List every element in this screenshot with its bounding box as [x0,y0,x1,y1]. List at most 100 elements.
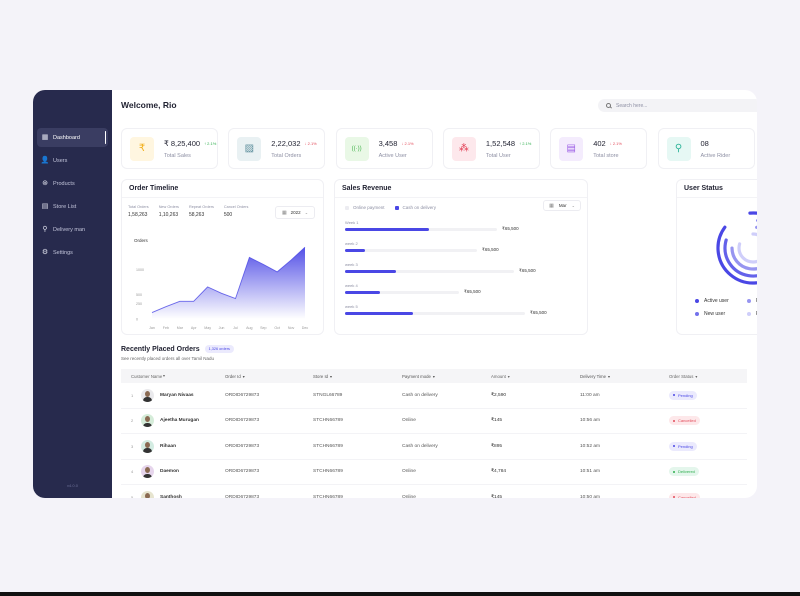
search-icon [606,103,611,108]
stat-card-total-user[interactable]: ⁂ 1,52,548 ↑ 2.1% Total User [442,128,540,169]
customer-name: Ajeetha Murugan [160,418,199,424]
svg-text:Apr: Apr [191,326,197,330]
svg-text:Feb: Feb [163,326,169,330]
delivery-time: 10:56 am [580,418,601,424]
users-icon: ⁂ [451,136,476,161]
store-id: STCHN66789 [313,469,343,475]
column-header-store-id[interactable]: Store Id ▼ [313,373,333,379]
order-stat-value: 58,263 [188,212,205,218]
store-id: STCHN66789 [313,443,343,449]
table-row[interactable]: 3 Rihaan ORDID6729873 STCHN66789 Cash on… [121,434,747,460]
stat-change: ↓ 2.1% [304,140,317,146]
legend-cod: Cash on delivery [394,205,436,210]
order-status-badge: Cancelled [669,416,700,426]
order-stats: Total Orders 1,58,263 New Orders 1,10,263 Re… [122,198,323,218]
legend-online: Online payment [345,205,385,210]
user-status-panel: User Status Active userPurchased user New… [676,179,757,335]
svg-text:1000: 1000 [136,268,144,272]
year-select[interactable]: ▦ 2022 ⌄ [275,206,315,219]
order-stat-value: 500 [223,212,233,218]
payment-mode: Online [402,469,416,475]
orders-section-title: Recently Placed Orders 1,326 orders [121,345,234,353]
week-revenue-row: week 5 ₹65,500 [335,300,587,321]
row-index: 2 [131,418,134,424]
revenue-bar [345,249,365,252]
revenue-track [345,270,514,273]
signal-icon: ((·)) [344,136,369,161]
order-stat-value: 1,10,263 [158,212,179,218]
week-value: ₹65,500 [482,247,499,252]
week-label: week 3 [345,262,358,267]
delivery-time: 10:52 am [580,443,601,449]
user-icon: 👤 [40,157,50,164]
table-row[interactable]: 4 Daemon ORDID6729873 STCHN66789 Online … [121,460,747,485]
revenue-track [345,312,525,315]
user-status-legend: Active userPurchased user New userRepurch… [695,298,757,317]
customer-avatar [141,388,154,402]
amount: ₹145 [491,494,503,498]
order-stat: Total Orders 1,58,263 [128,205,149,218]
page-title: Welcome, Rio [121,100,177,110]
order-stat-label: Repeat Orders [188,205,214,209]
month-select[interactable]: ▦ Mar ⌄ [543,200,581,211]
stat-card-total-orders[interactable]: ▨ 2,22,032 ↓ 2.1% Total Orders [228,128,326,169]
sales-revenue-panel: Sales Revenue Online payment Cash on del… [334,179,588,335]
orders-count-badge: 1,326 orders [204,345,234,353]
stat-card-active-user[interactable]: ((·)) 3,458 ↓ 2.1% Active User [335,128,433,169]
user-status-title: User Status [677,180,757,198]
svg-text:Orders: Orders [134,238,149,243]
svg-text:250: 250 [136,302,142,306]
column-header-order-status[interactable]: Order Status ▼ [669,373,699,379]
sort-icon: ▼ [329,374,333,379]
sidebar: ▦ Dashboard 👤 Users ⊛ Products ▤ Store List ⚲ Del… [33,90,112,498]
sidebar-item-settings[interactable]: ⚙ Settings [37,243,108,262]
table-row[interactable]: 1 Maryan Nivaas ORDID6729873 STNGL66789 … [121,383,747,409]
stat-label: Total Orders [271,152,302,159]
sales-revenue-title: Sales Revenue [335,180,587,198]
sidebar-item-dashboard[interactable]: ▦ Dashboard [37,128,108,147]
stat-label: Total store [593,152,619,159]
delivery-time: 10:51 am [580,469,601,475]
sidebar-item-delivery-man[interactable]: ⚲ Delivery man [37,220,108,239]
revenue-bar [345,291,380,294]
week-revenue-row: week 3 ₹65,500 [335,258,587,279]
search-input[interactable]: Search here... [598,99,757,112]
week-label: week 2 [345,241,358,246]
order-id: ORDID6729873 [225,392,260,398]
table-row[interactable]: 2 Ajeetha Murugan ORDID6729873 STCHN6678… [121,409,747,434]
sidebar-item-label: Products [53,180,75,187]
month-value: Mar [558,203,567,208]
main-content: Welcome, Rio Search here... ₹ ₹ 8,25,400… [112,90,757,498]
stat-label: Active Rider [700,152,731,159]
week-value: ₹65,500 [464,289,481,294]
stat-value: 2,22,032 [271,138,301,148]
svg-text:500: 500 [136,293,142,297]
table-row[interactable]: 5 Santhosh ORDID6729873 STCHN66789 Onlin… [121,485,747,498]
amount: ₹145 [491,418,503,424]
column-header-order-id[interactable]: Order Id ▼ [225,373,246,379]
column-header-delivery-time[interactable]: Delivery Time ▼ [580,373,611,379]
customer-name: Daemon [160,469,179,475]
sidebar-item-store-list[interactable]: ▤ Store List [37,197,108,216]
sidebar-item-users[interactable]: 👤 Users [37,151,108,170]
order-timeline-panel: Order Timeline Total Orders 1,58,263 New O… [121,179,324,335]
bike-icon: ⚲ [666,136,691,161]
svg-text:Oct: Oct [274,326,280,330]
store-icon: ▤ [41,203,49,210]
sidebar-item-products[interactable]: ⊛ Products [37,174,108,193]
stat-card-total-store[interactable]: ▤ 402 ↓ 2.1% Total store [550,128,648,169]
revenue-bar [345,312,413,315]
customer-name: Maryan Nivaas [160,392,194,398]
stat-card-active-rider[interactable]: ⚲ 08 Active Rider [657,128,755,169]
column-header-amount[interactable]: Amount ▼ [491,373,511,379]
column-header-payment-mode[interactable]: Payment mode ▼ [402,373,436,379]
order-status-badge: Pending [669,441,697,451]
week-revenue-row: week 2 ₹65,500 [335,237,587,258]
stat-value: 1,52,548 [485,138,516,148]
column-header-customer-name[interactable]: Customer Name ▼ [131,373,166,379]
stat-card-total-sales[interactable]: ₹ ₹ 8,25,400 ↑ 2.1% Total Sales [121,128,218,169]
order-status-badge: Delivered [669,467,699,477]
revenue-track [345,249,477,252]
amount: ₹4,784 [491,469,507,475]
order-status-badge: Pending [669,390,697,400]
